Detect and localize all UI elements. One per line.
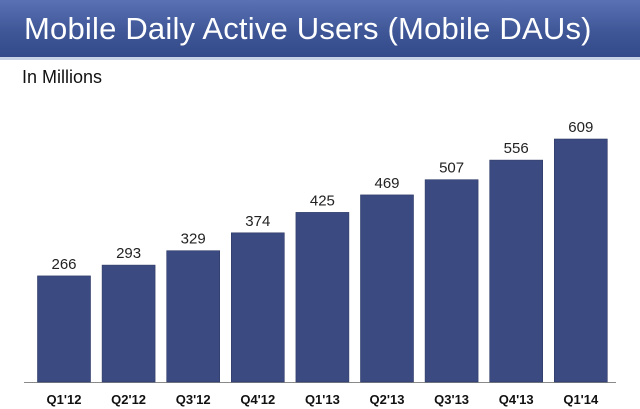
x-tick-label-1: Q2'12 — [111, 392, 146, 407]
x-tick-label-2: Q3'12 — [176, 392, 211, 407]
bar-6 — [424, 179, 479, 383]
data-label-6: 507 — [439, 160, 464, 177]
x-tick-label-0: Q1'12 — [47, 392, 82, 407]
bar-0 — [37, 275, 91, 383]
x-tick-label-4: Q1'13 — [305, 392, 340, 407]
data-label-4: 425 — [310, 192, 335, 209]
chart-title: Mobile Daily Active Users (Mobile DAUs) — [24, 11, 592, 46]
data-label-7: 556 — [504, 140, 529, 157]
bar-7 — [489, 159, 544, 383]
bar-2 — [166, 250, 220, 383]
bar-3 — [231, 232, 285, 383]
x-tick-label-8: Q1'14 — [563, 392, 599, 407]
bar-5 — [360, 194, 414, 383]
bar-8 — [553, 138, 608, 383]
data-label-0: 266 — [51, 256, 76, 273]
data-label-1: 293 — [116, 245, 141, 262]
data-label-8: 609 — [568, 119, 593, 136]
x-tick-label-3: Q4'12 — [240, 392, 275, 407]
data-label-5: 469 — [374, 175, 399, 192]
data-label-2: 329 — [181, 231, 206, 248]
x-tick-label-7: Q4'13 — [499, 392, 534, 407]
x-tick-label-5: Q2'13 — [370, 392, 405, 407]
bar-4 — [295, 212, 350, 383]
title-bar: Mobile Daily Active Users (Mobile DAUs) — [0, 0, 640, 60]
data-label-3: 374 — [245, 213, 270, 230]
chart-subtitle: In Millions — [22, 67, 103, 87]
bar-1 — [101, 264, 156, 383]
x-tick-label-6: Q3'13 — [434, 392, 469, 407]
